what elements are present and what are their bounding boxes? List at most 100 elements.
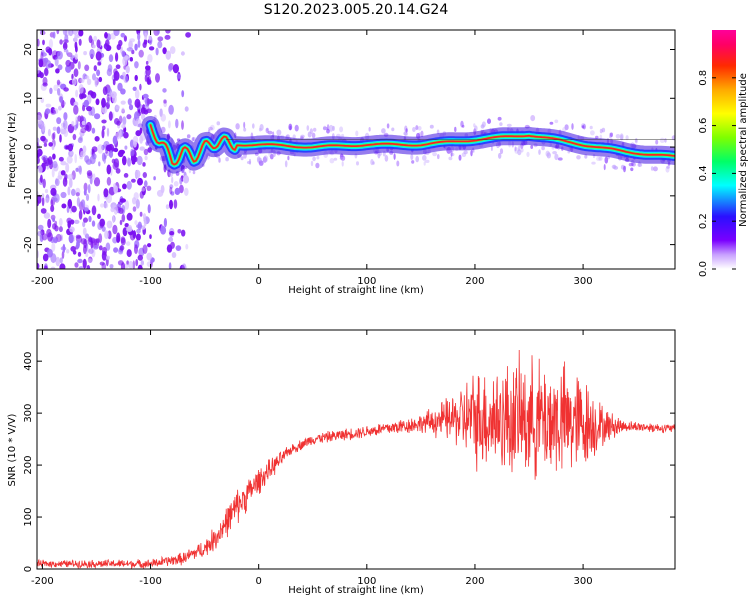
colorbar-tick-label: 0.6 — [698, 118, 709, 134]
spectral-cell — [368, 127, 371, 132]
spectral-cell — [59, 257, 63, 264]
spectral-cell — [40, 174, 43, 183]
spectral-cell — [77, 61, 81, 70]
spectral-cell — [499, 122, 503, 126]
spectral-cell — [92, 173, 96, 181]
spectral-cell — [123, 173, 129, 178]
spectral-cell — [381, 128, 386, 134]
spectral-cell — [411, 160, 415, 164]
spectral-cell — [425, 159, 430, 163]
spectral-cell — [71, 188, 76, 196]
spectral-cell — [134, 61, 139, 69]
spectral-cell — [148, 46, 155, 51]
spectral-cell — [134, 244, 138, 255]
spectral-cell — [235, 123, 240, 130]
spectral-cell — [623, 165, 626, 173]
spectral-cell — [412, 127, 416, 132]
spectral-cell — [538, 149, 541, 155]
spectral-cell — [126, 212, 133, 221]
spectral-cell — [171, 176, 174, 184]
spectral-cell — [546, 152, 551, 159]
spectral-cell — [157, 40, 163, 49]
spectral-cell — [437, 154, 440, 160]
spectral-cell — [591, 161, 596, 165]
spectral-cell — [101, 97, 106, 108]
spectral-cell — [122, 155, 127, 166]
spectral-cell — [88, 215, 92, 223]
spectral-cell — [112, 78, 116, 86]
spectral-cell — [58, 156, 64, 162]
spectral-cell — [91, 127, 96, 134]
spectral-cell — [88, 110, 93, 116]
spectral-cell — [104, 32, 108, 39]
spectral-cell — [69, 150, 74, 156]
spectral-cell — [108, 111, 113, 121]
spectral-cell — [113, 30, 120, 37]
spectral-cell — [96, 39, 101, 48]
spectral-cell — [142, 244, 148, 254]
spectral-cell — [50, 199, 54, 207]
spectral-cell — [48, 142, 53, 147]
spectral-cell — [50, 187, 57, 196]
spectral-cell — [44, 265, 48, 269]
spectral-cell — [52, 217, 55, 222]
spectral-cell — [240, 156, 244, 161]
spectral-cell — [40, 97, 45, 104]
spectral-cell — [55, 256, 61, 267]
spectral-cell — [171, 252, 177, 258]
spectral-cell — [87, 184, 91, 194]
spectral-cell — [113, 70, 120, 81]
spectral-cell — [155, 47, 159, 56]
x-tick-label: 200 — [465, 276, 484, 287]
spectral-cell — [312, 156, 316, 162]
spectral-cell — [37, 262, 40, 269]
spectral-cell — [80, 199, 86, 208]
spectral-cell — [40, 51, 44, 62]
spectral-cell — [37, 148, 43, 157]
spectral-cell — [113, 185, 118, 194]
spectral-cell — [48, 38, 54, 49]
spectral-cell — [328, 124, 334, 132]
spectral-cell — [106, 94, 110, 103]
spectral-cell — [144, 74, 148, 82]
spectral-cell — [37, 114, 42, 124]
spectral-cell — [604, 156, 609, 164]
spectral-cell — [117, 82, 123, 92]
spectral-cell — [168, 64, 173, 72]
spectral-cell — [259, 124, 264, 131]
spectral-cell — [65, 49, 69, 56]
spectral-cell — [83, 207, 89, 212]
snr-frame — [36, 329, 676, 570]
spectral-cell — [83, 189, 87, 196]
spectral-cell — [160, 226, 167, 235]
spectral-cell — [84, 75, 90, 80]
spectral-cell — [57, 64, 63, 71]
spectral-cell — [356, 161, 359, 166]
y-tick-label: 0 — [23, 144, 34, 150]
spectral-cell — [139, 83, 142, 91]
spectral-cell — [262, 156, 267, 163]
spectral-cell — [37, 137, 40, 144]
spectral-cell — [41, 122, 46, 132]
spectral-cell — [52, 153, 56, 160]
spectral-cell — [497, 116, 502, 121]
spectral-cell — [659, 137, 665, 143]
spectral-cell — [87, 258, 93, 263]
spectral-cell — [126, 241, 131, 246]
spectrogram-ylabel: Frequency (Hz) — [7, 112, 18, 188]
spectral-cell — [121, 214, 126, 223]
spectral-cell — [120, 100, 126, 105]
spectral-cell — [506, 123, 512, 127]
spectral-cell — [63, 112, 68, 121]
spectral-cell — [110, 91, 117, 99]
spectral-cell — [631, 162, 636, 167]
spectral-cell — [498, 152, 502, 159]
spectral-cell — [671, 135, 675, 141]
spectral-cell — [128, 104, 134, 111]
spectral-cell — [143, 39, 148, 45]
spectral-cell — [420, 130, 424, 137]
x-tick-label: 0 — [255, 576, 261, 587]
spectral-cell — [62, 243, 66, 254]
spectral-cell — [129, 57, 133, 62]
spectral-cell — [590, 130, 595, 136]
